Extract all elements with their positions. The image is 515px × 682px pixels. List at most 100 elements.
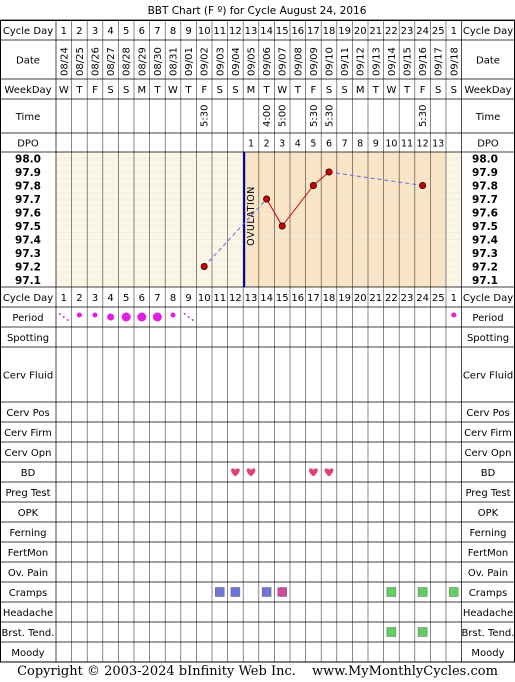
date-label: 09/10 — [325, 47, 336, 76]
row-label-left: Cerv Firm — [4, 428, 52, 439]
date-label: 09/07 — [278, 47, 289, 76]
row-label-left: BD — [21, 468, 36, 479]
cycle-day-number: 20 — [354, 293, 367, 304]
dpo-value: 10 — [385, 139, 397, 150]
row-label-right: Cramps — [469, 588, 508, 599]
weekday-label: T — [185, 85, 193, 96]
weekday-label: S — [217, 85, 223, 96]
date-label: 09/03 — [215, 47, 226, 76]
date-label: 08/26 — [91, 47, 102, 76]
date-label: 09/08 — [293, 47, 304, 76]
cycle-day-number: 12 — [229, 26, 242, 37]
period-marker — [137, 312, 147, 322]
weekday-label: M — [247, 85, 256, 96]
temp-axis-label-right: 97.3 — [472, 248, 498, 260]
temp-axis-label-right: 98.0 — [472, 154, 498, 166]
cycle-day-number: 2 — [76, 293, 82, 304]
period-marker — [92, 312, 98, 318]
dpo-value: 11 — [401, 139, 413, 150]
row-label-left: Headache — [3, 608, 53, 619]
period-spot — [58, 313, 61, 315]
row-label-right: BD — [481, 468, 496, 479]
row-label-right: Preg Test — [465, 488, 510, 499]
temp-axis-label-right: 97.5 — [472, 221, 498, 233]
cycle-day-number: 1 — [61, 26, 67, 37]
bd-heart-icon — [246, 468, 256, 477]
row-label-right: Headache — [463, 608, 513, 619]
cycle-day-number: 21 — [369, 26, 382, 37]
date-label: 09/12 — [356, 47, 367, 76]
cycle-day-number: 22 — [385, 293, 398, 304]
date-label: 08/30 — [153, 47, 164, 76]
row-label-right: Cerv Fluid — [463, 371, 513, 382]
date-label: 09/05 — [247, 47, 258, 76]
cycle-day-number: 17 — [307, 26, 320, 37]
dpo-value: 12 — [417, 139, 429, 150]
row-label-left: WeekDay — [4, 85, 51, 96]
row-label-right: Spotting — [467, 333, 509, 344]
temp-axis-label-right: 97.2 — [472, 262, 498, 274]
time-label: 5:00 — [278, 105, 289, 127]
copyright-text: Copyright © 2003-2024 bInfinity Web Inc. — [17, 664, 296, 679]
date-label: 09/01 — [184, 47, 195, 76]
cycle-day-number: 16 — [291, 293, 304, 304]
cycle-day-number: 24 — [416, 293, 429, 304]
cycle-day-number: 9 — [185, 293, 191, 304]
weekday-label: W — [277, 85, 287, 96]
ovulation-label: OVULATION — [246, 186, 257, 246]
row-label-right: Cycle Day — [463, 293, 513, 304]
weekday-label: M — [356, 85, 365, 96]
cycle-day-number: 4 — [107, 26, 113, 37]
cycle-day-number: 8 — [170, 26, 176, 37]
site-link[interactable]: www.MyMonthlyCycles.com — [312, 664, 498, 679]
temp-point — [200, 262, 208, 270]
period-spot — [183, 313, 186, 315]
cramps-marker — [261, 587, 272, 597]
breast-tenderness-marker — [386, 627, 397, 637]
cycle-day-number: 1 — [451, 26, 457, 37]
cycle-day-number: 14 — [260, 26, 273, 37]
row-label-right: DPO — [477, 139, 499, 150]
cycle-day-number: 10 — [198, 293, 211, 304]
temp-axis-label-right: 97.1 — [472, 275, 498, 287]
row-label-left: Cerv Pos — [6, 408, 49, 419]
temp-line-dashed — [203, 198, 267, 267]
temp-axis-label-left: 97.3 — [15, 248, 41, 260]
weekday-label: F — [201, 85, 207, 96]
row-label-left: Spotting — [7, 333, 49, 344]
footer: Copyright © 2003-2024 bInfinity Web Inc.… — [0, 662, 515, 682]
row-label-left: Cycle Day — [3, 293, 53, 304]
temp-point — [278, 222, 286, 230]
period-spot — [187, 316, 190, 318]
dpo-value: 8 — [357, 139, 363, 150]
weekday-label: W — [386, 85, 396, 96]
cycle-day-number: 1 — [451, 293, 457, 304]
cycle-day-number: 2 — [76, 26, 82, 37]
date-label: 09/09 — [309, 47, 320, 76]
cycle-day-number: 5 — [123, 293, 129, 304]
date-label: 08/25 — [75, 47, 86, 76]
dpo-value: 2 — [264, 139, 270, 150]
row-label-right: WeekDay — [464, 85, 511, 96]
cycle-day-number: 7 — [154, 293, 160, 304]
cycle-day-number: 23 — [401, 293, 414, 304]
temp-line — [266, 198, 283, 227]
row-label-left: Preg Test — [5, 488, 50, 499]
date-label: 09/06 — [262, 47, 273, 76]
row-label-left: Time — [15, 112, 40, 123]
temp-axis-label-right: 97.8 — [472, 181, 498, 193]
temp-axis-label-left: 97.1 — [15, 275, 41, 287]
cramps-marker — [215, 587, 225, 597]
period-marker — [152, 312, 162, 322]
temp-axis-label-right: 97.6 — [472, 208, 498, 220]
time-label: 5:30 — [309, 105, 320, 127]
temp-axis-label-left: 97.5 — [15, 221, 41, 233]
row-label-right: Cerv Firm — [464, 428, 512, 439]
period-marker — [107, 313, 115, 321]
bd-heart-icon — [324, 468, 334, 477]
weekday-label: T — [153, 85, 161, 96]
period-spot — [191, 319, 194, 321]
cycle-day-number: 7 — [154, 26, 160, 37]
cycle-day-number: 25 — [432, 293, 445, 304]
date-label: 08/28 — [122, 47, 133, 76]
